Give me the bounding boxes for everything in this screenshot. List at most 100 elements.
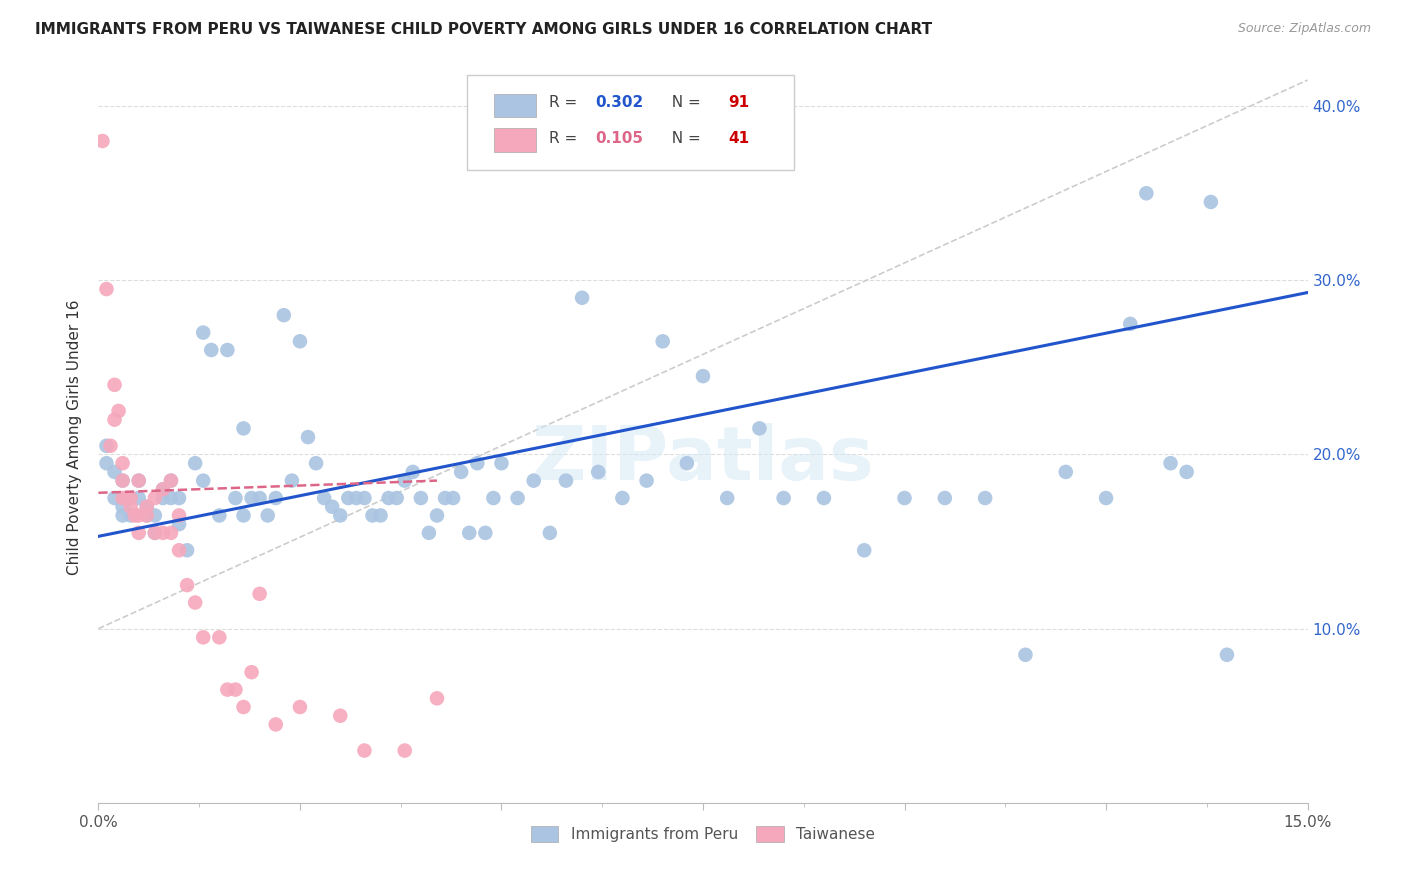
Legend: Immigrants from Peru, Taiwanese: Immigrants from Peru, Taiwanese	[523, 819, 883, 850]
Point	[506, 491, 529, 505]
Point	[232, 421, 254, 435]
Point	[103, 465, 125, 479]
Point	[152, 525, 174, 540]
Point	[124, 508, 146, 523]
FancyBboxPatch shape	[467, 75, 793, 170]
Point	[135, 500, 157, 514]
Point	[394, 743, 416, 757]
Point	[120, 508, 142, 523]
FancyBboxPatch shape	[494, 128, 536, 152]
Point	[111, 474, 134, 488]
Point	[426, 508, 449, 523]
Point	[394, 474, 416, 488]
Point	[96, 456, 118, 470]
Point	[1199, 194, 1222, 209]
Text: ZIPatlas: ZIPatlas	[531, 423, 875, 496]
Point	[321, 500, 343, 514]
Text: Source: ZipAtlas.com: Source: ZipAtlas.com	[1237, 22, 1371, 36]
Point	[232, 700, 254, 714]
Point	[167, 491, 190, 505]
Point	[176, 543, 198, 558]
Point	[361, 508, 384, 523]
Point	[217, 682, 239, 697]
Point	[111, 474, 134, 488]
Point	[224, 682, 246, 697]
Point	[434, 491, 457, 505]
Text: IMMIGRANTS FROM PERU VS TAIWANESE CHILD POVERTY AMONG GIRLS UNDER 16 CORRELATION: IMMIGRANTS FROM PERU VS TAIWANESE CHILD …	[35, 22, 932, 37]
Point	[264, 717, 287, 731]
Point	[465, 456, 488, 470]
Point	[748, 421, 770, 435]
Point	[160, 491, 183, 505]
Point	[128, 491, 150, 505]
Text: N =: N =	[662, 95, 706, 111]
Point	[377, 491, 399, 505]
Point	[240, 665, 263, 680]
Point	[264, 491, 287, 505]
Point	[135, 508, 157, 523]
Point	[128, 525, 150, 540]
Point	[491, 456, 513, 470]
Text: 0.302: 0.302	[595, 95, 644, 111]
Point	[143, 525, 166, 540]
Point	[934, 491, 956, 505]
Point	[426, 691, 449, 706]
Point	[1135, 186, 1157, 201]
Point	[288, 700, 311, 714]
Point	[337, 491, 360, 505]
Point	[160, 525, 183, 540]
Point	[853, 543, 876, 558]
Point	[152, 491, 174, 505]
Point	[651, 334, 673, 349]
Point	[167, 543, 190, 558]
Point	[974, 491, 997, 505]
Point	[193, 326, 215, 340]
Point	[120, 500, 142, 514]
Point	[152, 483, 174, 497]
Point	[232, 508, 254, 523]
Point	[193, 474, 215, 488]
Point	[111, 508, 134, 523]
Point	[208, 631, 231, 645]
Point	[281, 474, 304, 488]
Point	[160, 474, 183, 488]
Point	[111, 500, 134, 514]
Point	[1095, 491, 1118, 505]
Point	[555, 474, 578, 488]
Point	[329, 508, 352, 523]
Point	[571, 291, 593, 305]
Point	[96, 282, 118, 296]
Point	[107, 404, 129, 418]
Point	[1160, 456, 1182, 470]
Point	[111, 491, 134, 505]
Point	[716, 491, 738, 505]
Text: 0.105: 0.105	[595, 131, 644, 146]
Point	[538, 525, 561, 540]
Point	[91, 134, 114, 148]
Point	[208, 508, 231, 523]
Point	[184, 595, 207, 609]
Point	[1119, 317, 1142, 331]
Text: 41: 41	[728, 131, 749, 146]
Point	[193, 631, 215, 645]
Point	[273, 308, 295, 322]
Point	[96, 439, 118, 453]
Point	[344, 491, 367, 505]
Point	[458, 525, 481, 540]
Point	[692, 369, 714, 384]
Point	[297, 430, 319, 444]
Point	[135, 508, 157, 523]
Point	[249, 491, 271, 505]
Point	[370, 508, 392, 523]
Point	[450, 465, 472, 479]
Point	[676, 456, 699, 470]
Point	[217, 343, 239, 357]
Point	[111, 456, 134, 470]
Point	[893, 491, 915, 505]
Point	[135, 500, 157, 514]
Point	[143, 525, 166, 540]
Point	[353, 491, 375, 505]
FancyBboxPatch shape	[494, 94, 536, 118]
Point	[224, 491, 246, 505]
Point	[441, 491, 464, 505]
